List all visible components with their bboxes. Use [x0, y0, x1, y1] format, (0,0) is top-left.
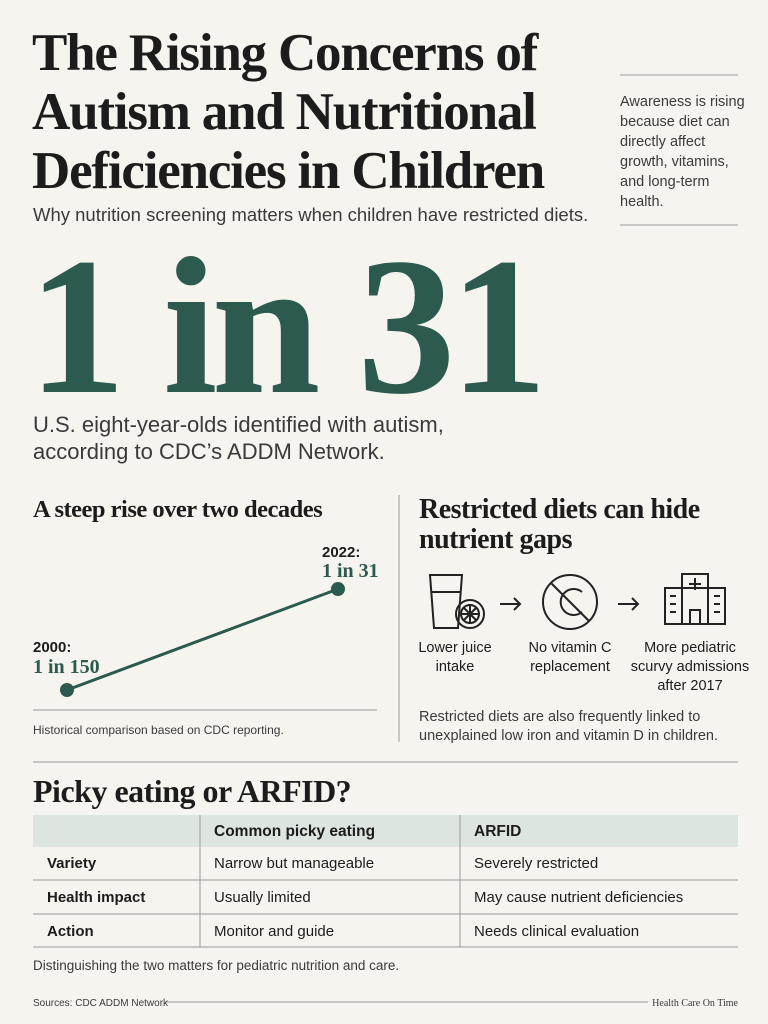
step-label: intake — [436, 659, 475, 675]
table-cell: May cause nutrient deficiencies — [474, 889, 683, 906]
diets-heading: Restricted diets can hide — [419, 494, 700, 525]
step-label: scurvy admissions — [631, 659, 749, 675]
sidebar-text: directly affect — [620, 134, 705, 150]
footer-brand: Health Care On Time — [652, 998, 738, 1009]
sidebar-text: because diet can — [620, 114, 730, 130]
table-cell: Narrow but manageable — [214, 855, 374, 872]
title-line: The Rising Concerns of — [32, 24, 540, 82]
row-label: Action — [47, 923, 94, 940]
trend-point — [331, 582, 345, 596]
trend-line — [66, 587, 339, 692]
row-label: Variety — [47, 855, 97, 872]
table-header-band — [33, 815, 738, 847]
row-label: Health impact — [47, 889, 145, 906]
table-cell: Monitor and guide — [214, 923, 334, 940]
step-label: No vitamin C — [529, 640, 612, 656]
step-label: More pediatric — [644, 640, 736, 656]
arrow — [500, 597, 522, 611]
sidebar-text: Awareness is rising — [620, 94, 745, 110]
title-line: Deficiencies in Children — [32, 142, 545, 200]
step-label: Lower juice — [418, 640, 491, 656]
hero-stat: 1 in 31 — [28, 218, 541, 435]
footer-source: Sources: CDC ADDM Network — [33, 998, 169, 1009]
trend-note: Historical comparison based on CDC repor… — [33, 723, 284, 737]
column-header: Common picky eating — [214, 823, 375, 840]
trend-heading: A steep rise over two decades — [33, 496, 322, 523]
subtitle: Why nutrition screening matters when chi… — [33, 204, 588, 225]
title-line: Autism and Nutritional — [32, 83, 536, 141]
juice-icon — [428, 574, 485, 629]
comparison-heading: Picky eating or ARFID? — [33, 773, 351, 809]
trend-start-label: 2000: — [33, 639, 71, 656]
step-label: after 2017 — [657, 678, 722, 694]
sidebar-text: health. — [620, 194, 664, 210]
sidebar-text: growth, vitamins, — [620, 154, 729, 170]
table-cell: Needs clinical evaluation — [474, 923, 639, 940]
arrow — [618, 597, 640, 611]
step-label: replacement — [530, 659, 610, 675]
diets-heading: nutrient gaps — [419, 524, 573, 555]
trend-point — [60, 683, 74, 697]
hospital-icon — [664, 573, 726, 625]
no-vitamin-c-icon — [542, 574, 598, 630]
table-cell: Severely restricted — [474, 855, 598, 872]
trend-start-value: 1 in 150 — [33, 656, 100, 678]
diets-note: Restricted diets are also frequently lin… — [419, 709, 700, 725]
sidebar-text: and long-term — [620, 174, 709, 190]
diets-note: unexplained low iron and vitamin D in ch… — [419, 728, 718, 744]
hero-caption: according to CDC’s ADDM Network. — [33, 439, 385, 464]
column-header: ARFID — [474, 823, 521, 840]
trend-end-value: 1 in 31 — [322, 560, 379, 582]
trend-end-label: 2022: — [322, 544, 360, 561]
comparison-note: Distinguishing the two matters for pedia… — [33, 958, 399, 973]
table-cell: Usually limited — [214, 889, 311, 906]
hero-caption: U.S. eight-year-olds identified with aut… — [33, 412, 444, 437]
